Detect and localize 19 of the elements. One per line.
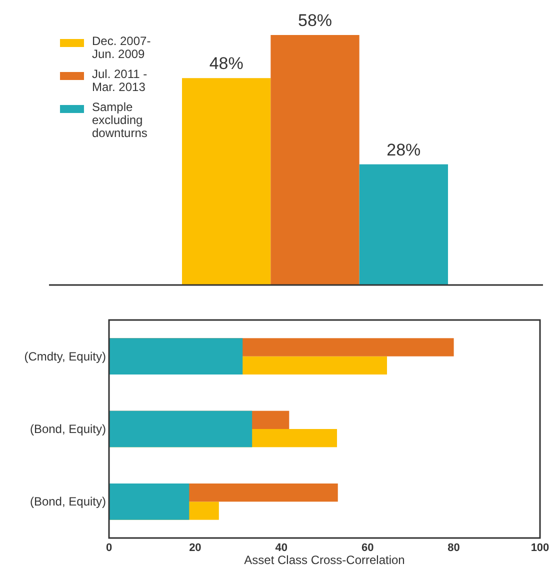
x-axis-title: Asset Class Cross-Correlation xyxy=(244,553,405,565)
x-tick-label: 0 xyxy=(106,542,112,554)
x-tick-label: 80 xyxy=(448,542,460,554)
bar xyxy=(109,338,243,374)
data-label: 28% xyxy=(386,140,421,160)
y-tick-label: (Bond, Equity) xyxy=(30,422,106,436)
legend-label: Sample excluding downturns xyxy=(92,100,148,140)
legend-label: Jul. 2011 - Mar. 2013 xyxy=(92,67,148,94)
x-tick-label: 60 xyxy=(361,542,374,554)
bar xyxy=(109,410,252,448)
bar xyxy=(109,484,190,520)
legend-label: Dec. 2007- Jun. 2009 xyxy=(92,34,151,61)
data-label: 48% xyxy=(209,54,244,74)
x-tick-label: 20 xyxy=(189,542,202,554)
x-tick-label: 40 xyxy=(275,542,288,554)
x-tick-label: 100 xyxy=(530,542,550,554)
data-label: 58% xyxy=(298,11,332,30)
y-tick-label: (Cmdty, Equity) xyxy=(24,349,106,364)
y-tick-label: (Bond, Equity) xyxy=(30,494,106,509)
